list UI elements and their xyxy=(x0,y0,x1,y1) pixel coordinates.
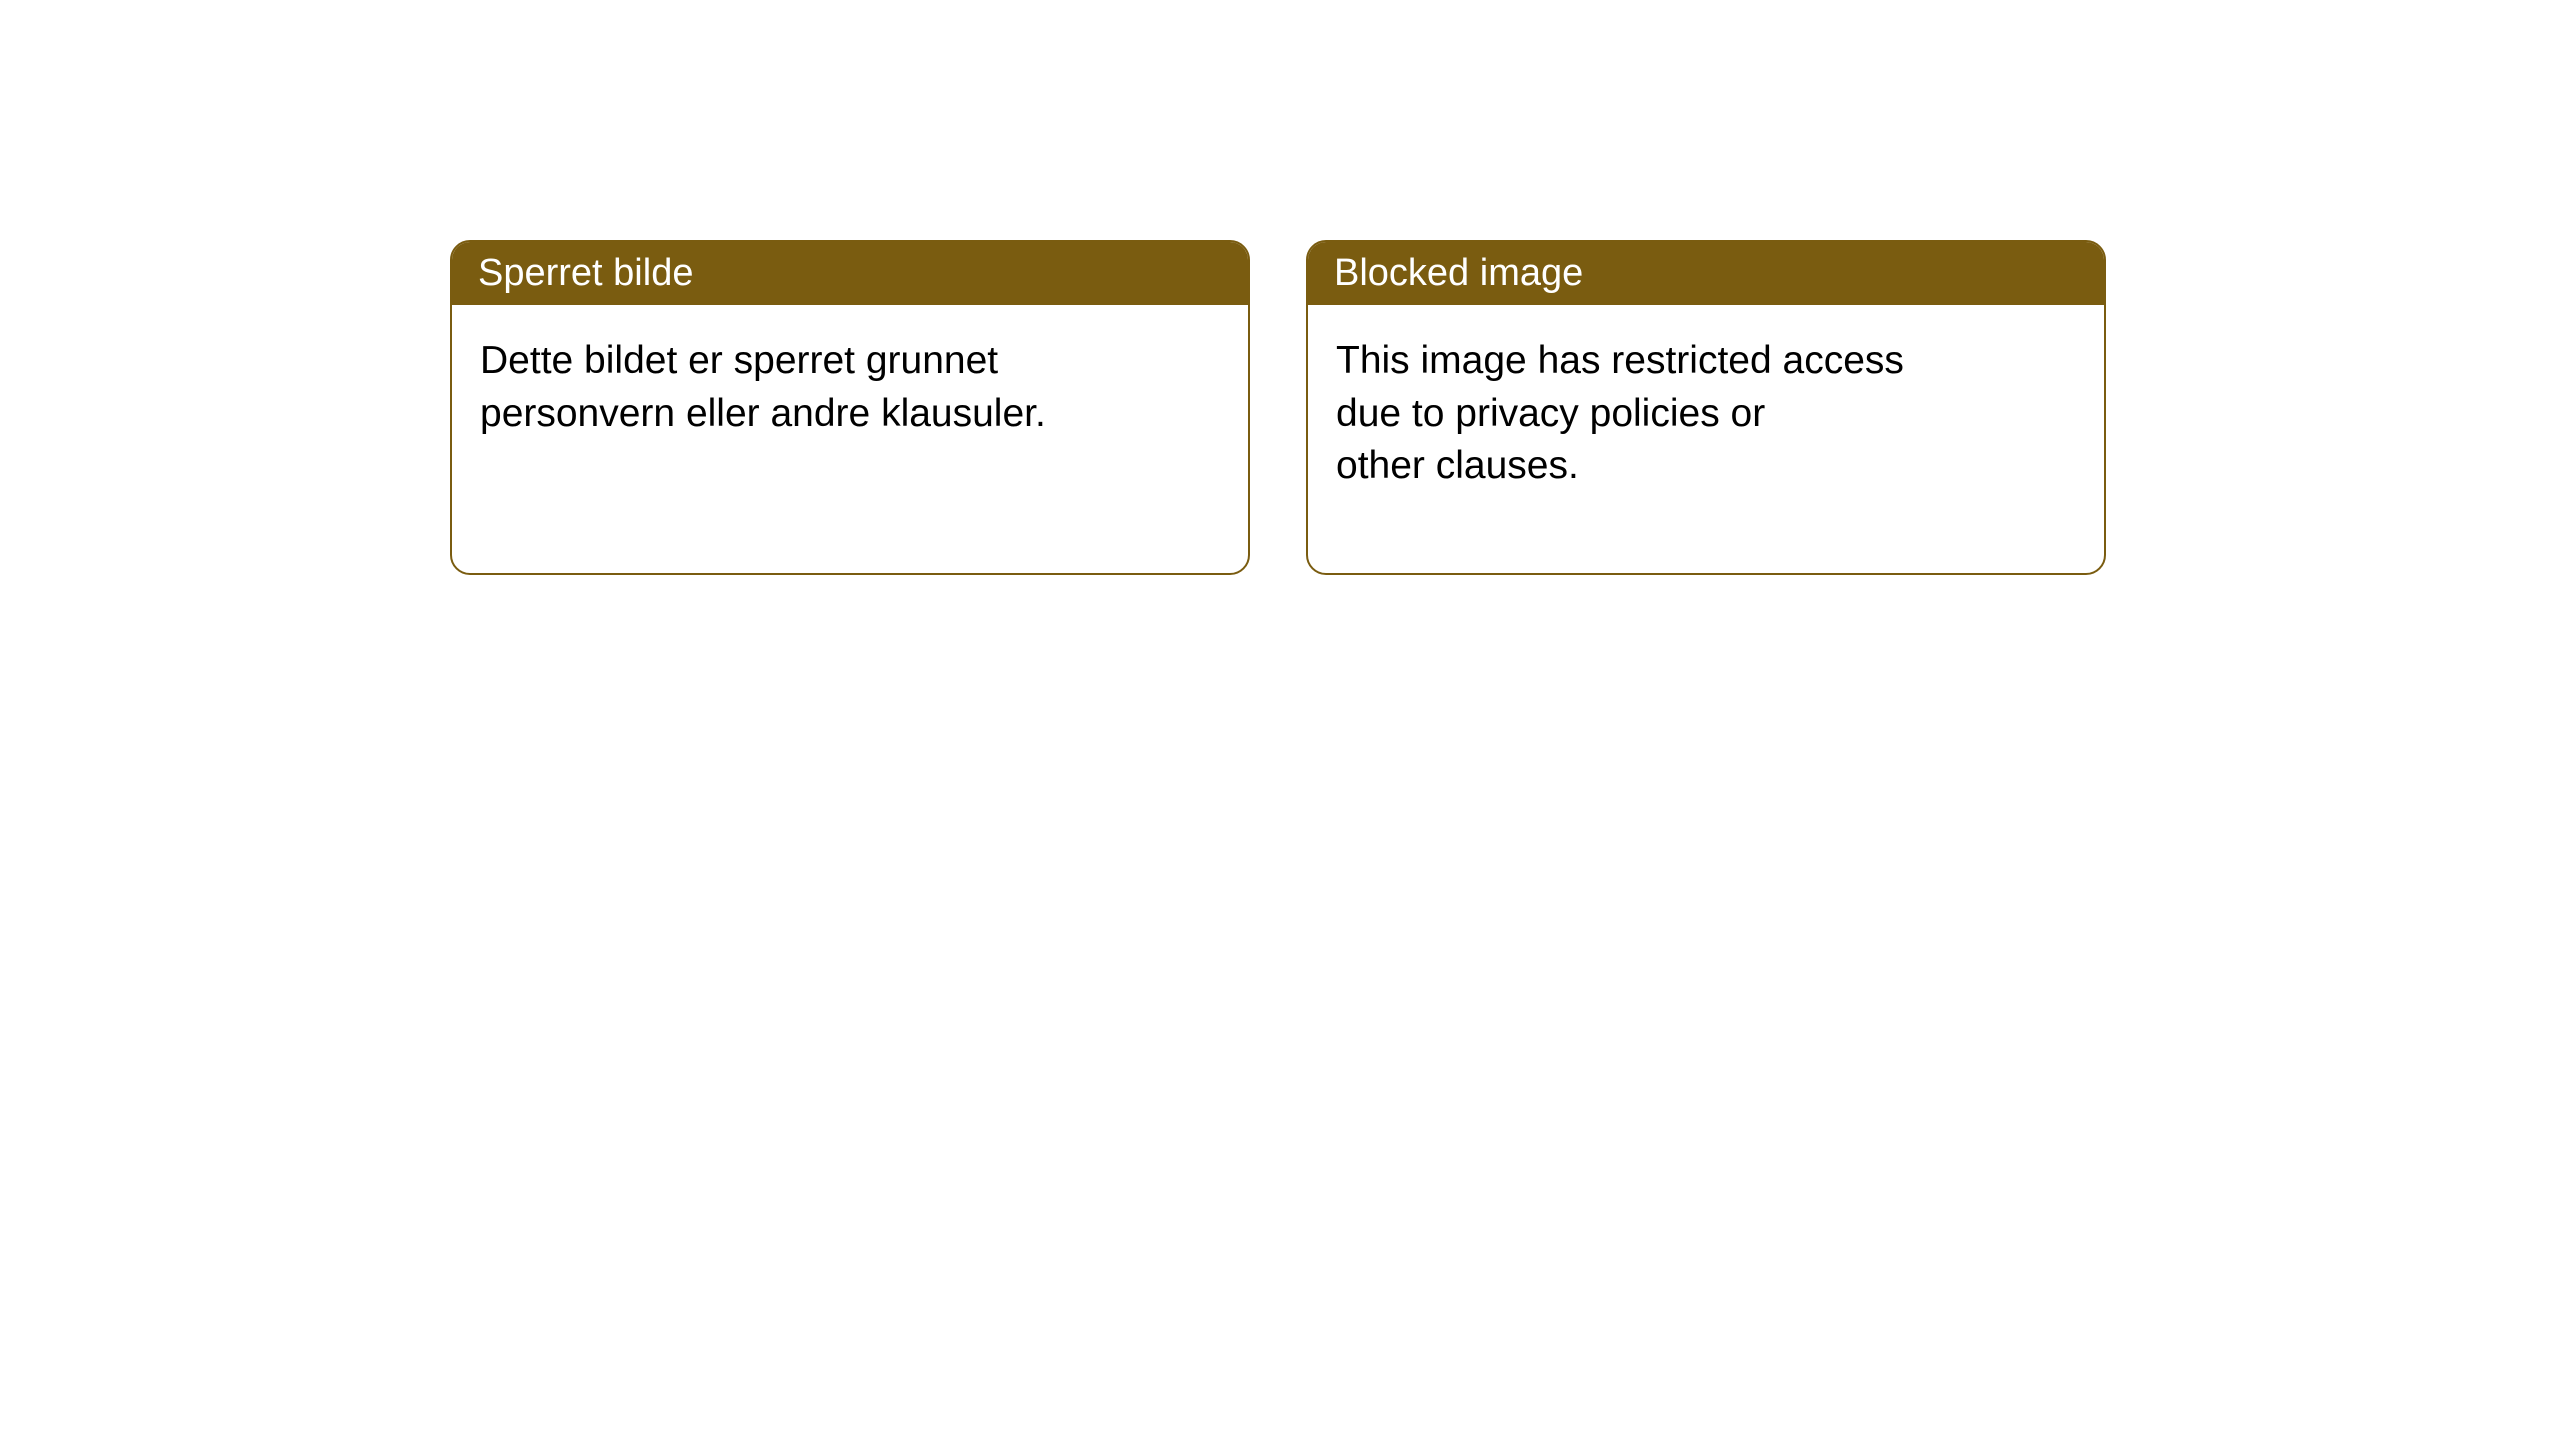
notice-container: Sperret bilde Dette bildet er sperret gr… xyxy=(0,0,2560,575)
notice-card-norwegian: Sperret bilde Dette bildet er sperret gr… xyxy=(450,240,1250,575)
notice-body: Dette bildet er sperret grunnet personve… xyxy=(452,305,1132,520)
notice-header: Sperret bilde xyxy=(452,242,1248,305)
notice-body: This image has restricted access due to … xyxy=(1308,305,1988,573)
notice-header: Blocked image xyxy=(1308,242,2104,305)
notice-card-english: Blocked image This image has restricted … xyxy=(1306,240,2106,575)
